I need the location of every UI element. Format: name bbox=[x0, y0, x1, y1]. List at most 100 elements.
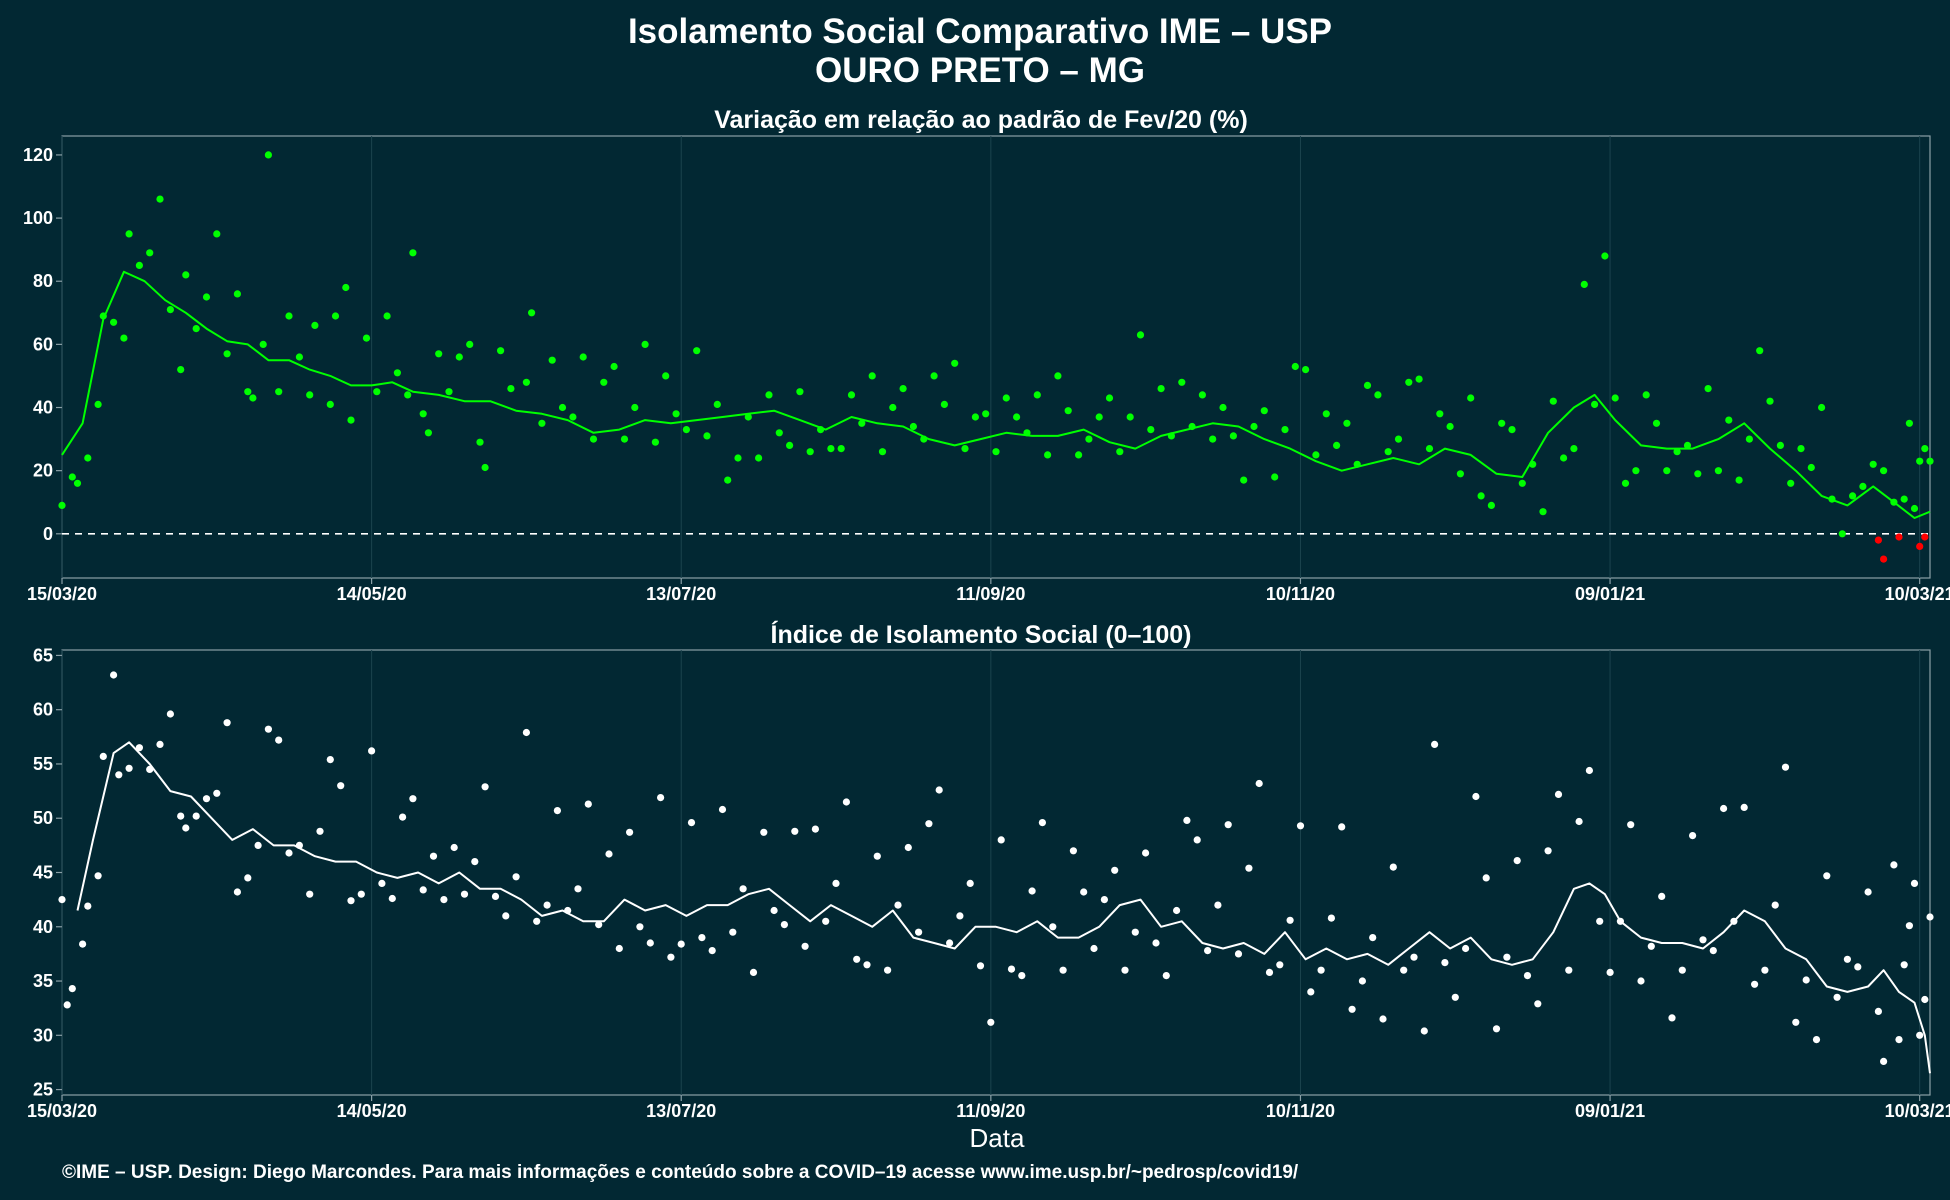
data-point bbox=[1580, 280, 1588, 288]
y-tick-label: 60 bbox=[33, 334, 53, 354]
data-point bbox=[1276, 961, 1284, 969]
data-point bbox=[1033, 391, 1041, 399]
data-point bbox=[1673, 448, 1681, 456]
data-point bbox=[904, 843, 912, 852]
data-point bbox=[1637, 977, 1645, 985]
data-point bbox=[1204, 947, 1212, 955]
data-point bbox=[1188, 422, 1196, 431]
data-point bbox=[878, 448, 887, 456]
data-point bbox=[1890, 861, 1898, 869]
data-point bbox=[1142, 849, 1150, 857]
data-point bbox=[460, 890, 469, 898]
data-point bbox=[1487, 501, 1495, 509]
data-point bbox=[1007, 965, 1016, 973]
data-point bbox=[853, 955, 861, 963]
data-point bbox=[388, 894, 396, 903]
data-point bbox=[1281, 426, 1289, 434]
data-point bbox=[1549, 397, 1557, 405]
data-point bbox=[610, 362, 618, 371]
data-point bbox=[1162, 972, 1170, 980]
y-tick-label: 45 bbox=[33, 863, 53, 883]
data-point bbox=[687, 819, 696, 827]
data-point bbox=[894, 901, 902, 909]
data-point bbox=[1812, 1036, 1821, 1044]
data-point bbox=[1271, 473, 1279, 481]
data-point bbox=[832, 879, 840, 888]
data-point bbox=[507, 385, 515, 393]
data-point bbox=[1394, 435, 1403, 443]
data-point bbox=[1740, 803, 1748, 812]
data-point bbox=[295, 841, 303, 850]
data-point bbox=[1338, 823, 1346, 831]
data-point bbox=[275, 736, 283, 744]
data-point bbox=[429, 852, 438, 860]
data-point bbox=[466, 340, 474, 348]
x-tick-label: 09/01/21 bbox=[1575, 1101, 1645, 1121]
data-point bbox=[770, 906, 778, 915]
data-point bbox=[471, 858, 479, 866]
data-point bbox=[801, 942, 809, 950]
data-point bbox=[749, 968, 758, 977]
moving-average-line bbox=[76, 741, 1931, 1074]
data-point bbox=[620, 435, 629, 443]
data-point bbox=[1818, 403, 1826, 412]
data-point bbox=[1838, 530, 1846, 538]
data-point bbox=[1616, 917, 1624, 925]
data-point bbox=[110, 318, 118, 326]
data-point bbox=[125, 230, 133, 238]
data-point bbox=[1523, 972, 1532, 980]
data-point bbox=[1663, 467, 1671, 475]
x-tick-label: 14/05/20 bbox=[337, 1101, 407, 1121]
data-point bbox=[1916, 457, 1924, 465]
x-tick-label: 11/09/20 bbox=[956, 1101, 1025, 1121]
data-point bbox=[1529, 460, 1537, 468]
data-point bbox=[362, 334, 371, 342]
panel-title-index: Índice de Isolamento Social (0–100) bbox=[771, 620, 1192, 649]
data-point bbox=[1317, 966, 1325, 974]
data-point bbox=[1451, 993, 1459, 1001]
data-point bbox=[73, 479, 82, 487]
data-point bbox=[1926, 913, 1934, 921]
data-point bbox=[331, 312, 340, 320]
data-point bbox=[1209, 435, 1217, 443]
data-point bbox=[734, 454, 742, 462]
data-point bbox=[455, 353, 463, 361]
data-point bbox=[1436, 410, 1444, 418]
data-point bbox=[1518, 479, 1526, 487]
data-point bbox=[1921, 995, 1929, 1004]
data-point bbox=[1797, 445, 1805, 453]
data-point bbox=[1400, 966, 1408, 974]
data-point bbox=[177, 366, 185, 374]
data-point bbox=[1059, 966, 1067, 974]
data-point bbox=[1462, 944, 1470, 953]
data-point bbox=[1498, 419, 1506, 427]
data-point bbox=[1193, 836, 1201, 844]
data-point bbox=[1751, 980, 1759, 988]
data-point bbox=[1591, 400, 1599, 408]
data-point bbox=[1916, 1031, 1924, 1039]
data-point bbox=[884, 966, 892, 974]
data-point bbox=[1771, 901, 1779, 909]
data-point bbox=[1250, 422, 1258, 431]
data-point bbox=[842, 798, 851, 806]
data-point bbox=[1312, 451, 1320, 459]
data-point bbox=[1152, 939, 1160, 947]
data-point bbox=[233, 888, 241, 896]
data-point bbox=[1849, 492, 1857, 500]
data-point bbox=[1745, 435, 1753, 443]
data-point bbox=[244, 388, 252, 396]
data-point bbox=[223, 350, 231, 358]
data-point bbox=[1611, 394, 1619, 402]
data-point bbox=[615, 944, 623, 953]
data-point bbox=[1234, 950, 1243, 958]
data-point bbox=[1792, 1018, 1800, 1026]
data-point bbox=[1492, 1025, 1501, 1033]
data-point bbox=[1658, 892, 1666, 901]
data-point bbox=[295, 353, 303, 361]
data-point bbox=[182, 271, 190, 279]
data-point bbox=[213, 789, 221, 797]
data-point bbox=[1761, 966, 1769, 974]
data-point bbox=[847, 391, 856, 399]
y-tick-label: 25 bbox=[33, 1080, 53, 1100]
data-point bbox=[817, 426, 825, 434]
